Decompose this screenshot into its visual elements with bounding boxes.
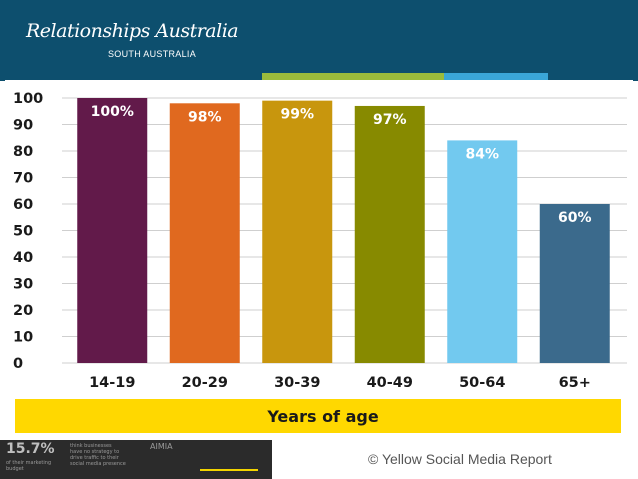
y-tick-label: 30	[13, 277, 33, 293]
bar-value-label: 98%	[188, 109, 222, 125]
brand-logo-subtitle: SOUTH AUSTRALIA	[108, 49, 197, 59]
footer-stat: 15.7%	[6, 441, 55, 457]
y-tick-label: 50	[13, 224, 33, 240]
x-tick-label: 30-39	[274, 375, 320, 391]
bar-50-64	[447, 140, 518, 363]
footer-blurb-3: drive traffic to their	[70, 455, 119, 461]
footer-blurb-4: social media presence	[70, 461, 126, 467]
footer-partner-logo: AIMIA	[150, 442, 173, 451]
stripe-1	[0, 73, 262, 81]
footer-yellow-mark	[200, 443, 258, 471]
y-tick-label: 0	[13, 356, 23, 372]
bar-value-label: 60%	[558, 210, 592, 226]
x-tick-label: 50-64	[459, 375, 505, 391]
bar-20-29	[169, 103, 240, 364]
footer-blurb-2: have no strategy to	[70, 449, 120, 455]
stripe-3	[444, 73, 548, 81]
y-tick-label: 60	[13, 197, 33, 213]
y-tick-label: 70	[13, 171, 33, 187]
stripe-4	[548, 73, 638, 81]
y-tick-label: 20	[13, 303, 33, 319]
x-tick-label: 40-49	[367, 375, 413, 391]
bar-30-39	[262, 100, 333, 364]
chart-container: 0 10 20 30 40 50 60 70 80 90 100 100% 14-19 98% 20-29 9…	[5, 80, 633, 440]
x-tick-label: 14-19	[89, 375, 135, 391]
header-stripes	[0, 73, 638, 81]
footer-stat-caption-2: budget	[6, 466, 24, 472]
footer-blurb-1: think businesses	[70, 443, 112, 449]
bar-chart: 0 10 20 30 40 50 60 70 80 90 100 100% 14-19 98% 20-29 9…	[13, 91, 627, 433]
bar-40-49	[354, 105, 425, 363]
x-tick-label: 65+	[559, 375, 591, 391]
y-tick-label: 10	[13, 330, 33, 346]
footer-stat-caption-1: of their marketing	[6, 460, 52, 466]
copyright-text: © Yellow Social Media Report	[368, 451, 552, 467]
bar-value-label: 97%	[373, 112, 407, 128]
y-tick-label: 100	[13, 91, 43, 107]
bar-value-label: 84%	[465, 146, 499, 162]
footer-image-strip	[0, 440, 272, 479]
bar-65+	[539, 204, 610, 363]
x-axis-title-band	[15, 399, 621, 433]
x-axis-title: Years of age	[266, 407, 379, 426]
brand-logo: Relationships Australia	[26, 20, 239, 42]
bar-value-label: 99%	[280, 107, 314, 123]
bar-14-19	[77, 98, 148, 363]
y-tick-label: 40	[13, 250, 33, 266]
stripe-2	[262, 73, 444, 81]
x-tick-label: 20-29	[182, 375, 228, 391]
bar-value-label: 100%	[91, 104, 134, 120]
header-banner: Relationships Australia SOUTH AUSTRALIA	[0, 0, 638, 80]
y-tick-label: 90	[13, 118, 33, 134]
y-tick-label: 80	[13, 144, 33, 160]
